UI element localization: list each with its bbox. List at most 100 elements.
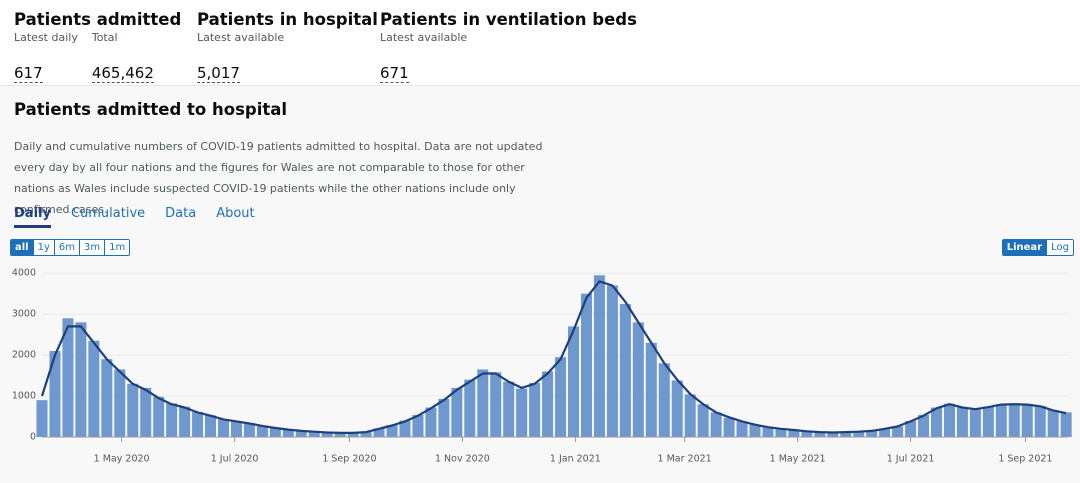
card-title: Patients admitted to hospital [14,100,288,119]
y-tick-label: 1000 [12,391,36,402]
metric-value[interactable]: 617 [14,64,43,83]
bar [749,424,761,437]
bar [192,412,204,437]
bar [114,369,126,437]
range-button[interactable]: all [11,240,34,255]
bar [334,432,346,437]
bar [671,380,683,437]
metric-value[interactable]: 5,017 [197,64,240,83]
bar [477,369,489,437]
metric-item: Latest available 671 [380,31,467,83]
tabs: Daily Cumulative Data About [14,206,275,228]
bar [1060,412,1072,437]
bar [490,372,502,437]
bar [969,409,981,437]
bar [88,340,100,437]
y-tick-label: 2000 [12,350,36,361]
bar [127,383,139,437]
bar [1021,404,1033,437]
y-tick-label: 4000 [12,268,36,279]
metric-title: Patients in hospital [197,10,378,29]
x-tick-label: 1 Jul 2020 [211,454,259,465]
bar [464,379,476,437]
x-tick-label: 1 May 2021 [770,454,826,465]
bar [295,430,307,437]
bar [217,418,230,437]
bar [853,431,865,437]
metric-value[interactable]: 465,462 [91,64,154,83]
bar [788,430,800,437]
bar [243,423,255,437]
bar [995,404,1007,437]
bar [697,404,709,437]
bar [619,303,631,437]
tab[interactable]: Data [165,206,197,221]
bar [775,428,787,437]
range-button[interactable]: 3m [80,240,106,255]
metric-label: Latest available [197,31,285,44]
bar [179,406,191,437]
bar [438,398,450,437]
scale-button[interactable]: Log [1051,242,1069,253]
bar [866,430,878,437]
bar [256,425,268,437]
bar [956,407,968,437]
tab[interactable]: Cumulative [70,206,146,221]
bar [360,431,372,437]
bar [282,429,294,437]
bar [814,432,826,437]
bar [516,388,528,437]
bar [593,275,605,437]
bar [930,407,943,437]
range-button[interactable]: 1y [34,240,55,255]
bar [918,414,930,437]
bar [347,432,359,437]
bar [710,412,722,437]
bar [49,351,61,437]
x-tick-label: 1 Jul 2021 [887,454,935,465]
bar [386,425,398,437]
metric: Patients admitted Latest daily 617 Total 465… [14,10,181,83]
bar [412,414,424,437]
metric-item: Latest available 5,017 [197,31,284,83]
bar [606,285,618,437]
bar [308,431,320,437]
range-button[interactable]: 1m [109,242,126,253]
bar [399,420,411,437]
x-tick-label: 1 Mar 2021 [658,454,712,465]
chart: 0 1000 2000 3000 4000 1 May 2020 1 Jul 2020 1 S… [12,268,1072,465]
bar [568,326,580,437]
metric-value[interactable]: 671 [380,64,409,83]
bar [827,432,839,437]
bar [166,403,178,437]
bar [736,421,748,437]
line [40,280,1067,434]
bar [658,363,670,437]
metric-label: Total [91,31,118,44]
bar [62,318,74,437]
metric: Patients in ventilation beds Latest avail… [380,10,637,83]
metric-item: Total 465,462 [91,31,154,83]
x-tick-label: 1 Sep 2021 [998,454,1052,465]
bar [840,432,852,437]
bar [905,421,917,437]
bar [580,293,592,437]
metric: Patients in hospital Latest available 5,01… [197,10,378,83]
bar [632,322,644,437]
bar [425,407,437,437]
tab[interactable]: Daily [14,206,51,228]
x-tick-label: 1 May 2020 [94,454,150,465]
card-description: Daily and cumulative numbers of COVID-19… [14,140,543,216]
range-button[interactable]: 6m [55,240,80,255]
bar [75,322,87,437]
metric-item: Latest daily 617 [14,31,78,83]
bar [1034,405,1046,437]
scale-button[interactable]: Linear [1002,240,1048,255]
bar [762,427,774,437]
bar [529,382,541,437]
bar [1047,409,1059,437]
bar [555,357,567,437]
x-tick-label: 1 Jan 2021 [550,454,601,465]
tab[interactable]: About [216,206,255,221]
